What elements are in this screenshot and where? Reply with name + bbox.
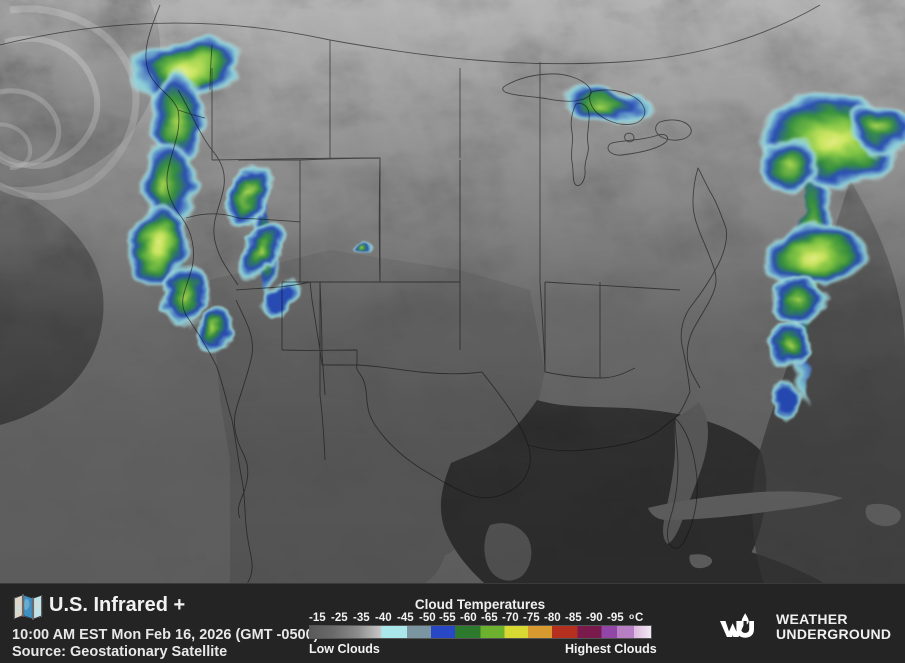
svg-text:-45: -45 <box>397 612 414 623</box>
svg-text:-85: -85 <box>565 612 582 623</box>
svg-text:-75: -75 <box>523 612 540 623</box>
svg-text:-40: -40 <box>375 612 392 623</box>
svg-text:-95: -95 <box>607 612 624 623</box>
svg-text:o: o <box>629 611 634 621</box>
svg-text:-60: -60 <box>460 612 477 623</box>
svg-text:-55: -55 <box>439 612 456 623</box>
svg-text:-15: -15 <box>309 612 326 623</box>
svg-text:-65: -65 <box>481 612 498 623</box>
svg-text:-35: -35 <box>353 612 370 623</box>
svg-text:-90: -90 <box>586 612 603 623</box>
svg-text:-50: -50 <box>419 612 436 623</box>
svg-text:-25: -25 <box>331 612 348 623</box>
svg-text:-80: -80 <box>544 612 561 623</box>
svg-text:C: C <box>635 612 643 623</box>
svg-text:-70: -70 <box>502 612 519 623</box>
